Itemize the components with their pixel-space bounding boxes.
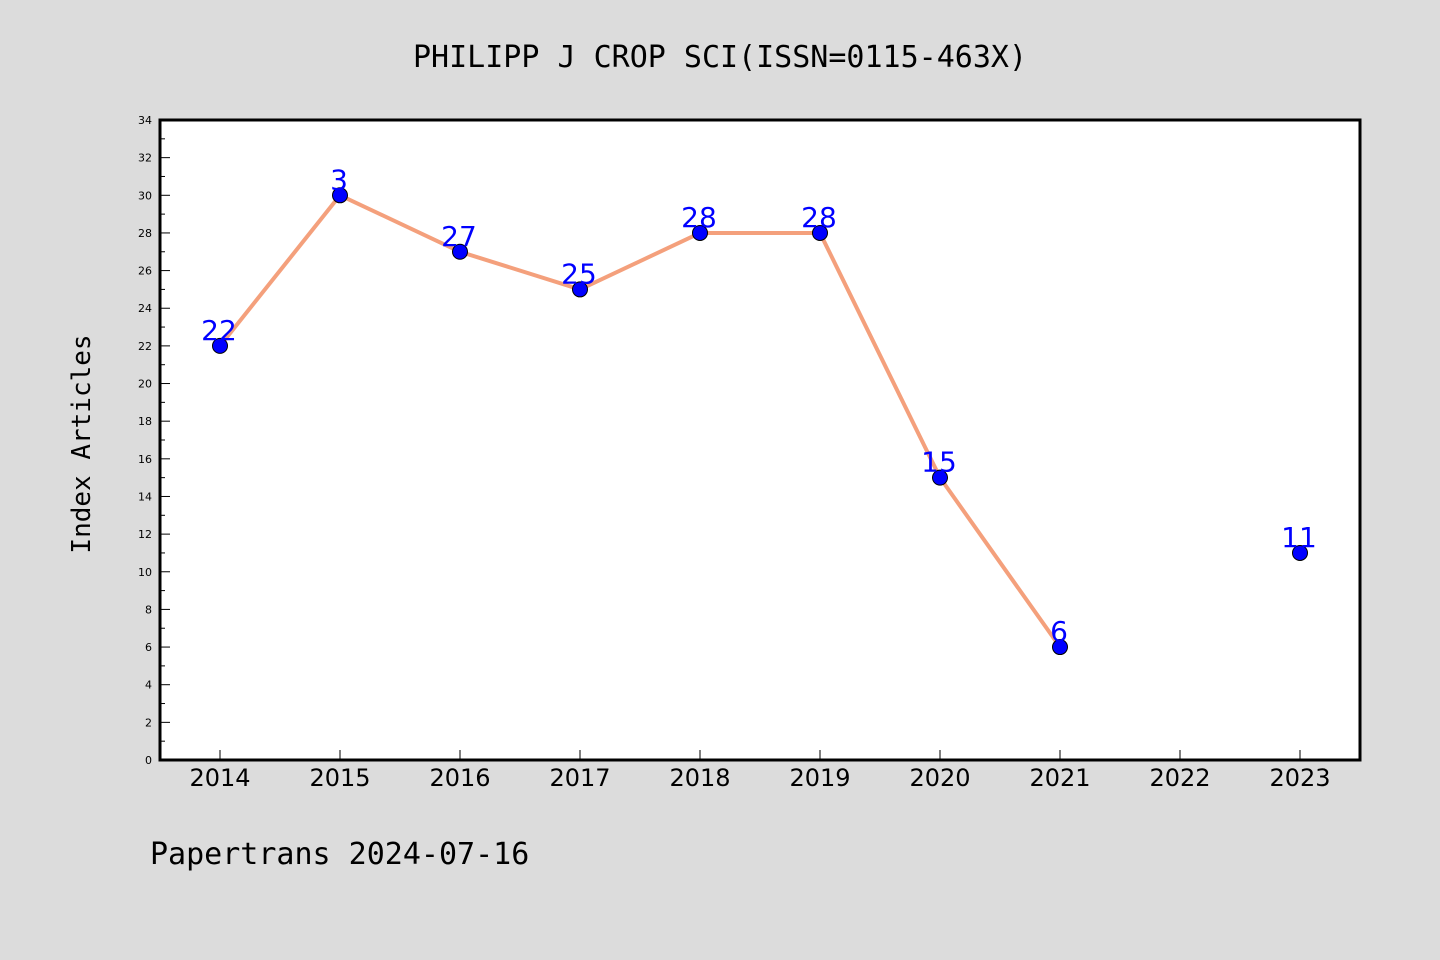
x-tick-label: 2023: [1269, 764, 1330, 792]
data-point-2015: [332, 187, 348, 204]
data-label-2020: 15: [921, 446, 957, 479]
series-line: [218, 193, 1062, 649]
data-point-2017: [572, 281, 588, 298]
data-label-2014: 22: [201, 314, 237, 347]
data-point-2020: [932, 469, 948, 486]
x-tick-label: 2019: [789, 764, 850, 792]
data-point-2018: [692, 224, 708, 241]
x-tick-label: 2014: [189, 764, 250, 792]
y-tick-label: 28: [138, 227, 152, 240]
data-label-2015: 3: [330, 163, 348, 196]
data-point-2021: [1052, 639, 1068, 656]
x-tick-label: 2016: [429, 764, 490, 792]
x-tick-label: 2017: [549, 764, 610, 792]
y-tick-label: 6: [145, 641, 152, 654]
y-axis-label: Index Articles: [67, 334, 97, 553]
x-tick-label: 2015: [309, 764, 370, 792]
x-tick-label: 2018: [669, 764, 730, 792]
y-tick-label: 12: [138, 528, 152, 541]
plot-frame: [158, 118, 1362, 762]
x-tick-label: 2022: [1149, 764, 1210, 792]
data-label-2019: 28: [801, 201, 837, 234]
y-tick-label: 2: [145, 716, 152, 729]
chart-title: PHILIPP J CROP SCI(ISSN=0115-463X): [413, 40, 1027, 75]
y-tick-label: 34: [138, 114, 152, 127]
series-layer: 22 3 27 25 28 28 15 6 11: [201, 163, 1317, 656]
data-label-2017: 25: [561, 257, 597, 290]
plot-area: [160, 120, 1360, 760]
data-point-2014: [212, 337, 228, 354]
y-tick-label: 14: [138, 490, 152, 503]
data-label-2021: 6: [1050, 615, 1068, 648]
y-tick-label: 18: [138, 415, 152, 428]
y-tick-label: 0: [145, 754, 152, 767]
footer-stamp: Papertrans 2024-07-16: [150, 837, 529, 872]
y-tick-label: 22: [138, 340, 152, 353]
y-tick-label: 32: [138, 152, 152, 165]
data-point-2019: [812, 224, 828, 241]
data-label-2018: 28: [681, 201, 717, 234]
data-label-2023: 11: [1281, 521, 1317, 554]
y-tick-label: 20: [138, 378, 152, 391]
y-tick-label: 8: [145, 603, 152, 616]
y-tick-label: 10: [138, 566, 152, 579]
x-tick-label: 2021: [1029, 764, 1090, 792]
x-tick-label: 2020: [909, 764, 970, 792]
y-tick-label: 24: [138, 302, 152, 315]
y-tick-label: 16: [138, 453, 152, 466]
data-point-2016: [452, 243, 468, 260]
y-tick-label: 4: [145, 679, 152, 692]
y-tick-label: 26: [138, 265, 152, 278]
data-label-2016: 27: [441, 220, 477, 253]
y-tick-label: 30: [138, 189, 152, 202]
data-point-2023: [1292, 544, 1308, 561]
